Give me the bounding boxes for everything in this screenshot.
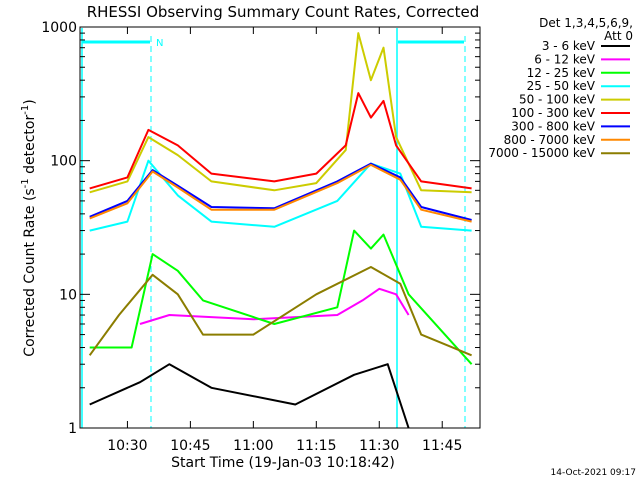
x-tick-label: 11:15: [296, 438, 336, 454]
legend-label: 3 - 6 keV: [542, 39, 596, 53]
y-tick-label: 10: [59, 287, 77, 303]
plot-frame: [79, 26, 481, 429]
y-axis-label: Corrected Count Rate (s-1 detector-1): [20, 99, 38, 356]
footer-timestamp: 14-Oct-2021 09:17: [551, 468, 636, 478]
legend-title-attenuator: Att 0: [604, 29, 633, 43]
night-marker-label: N: [156, 38, 163, 49]
x-tick-label: 10:30: [107, 438, 147, 454]
series-line-4: [89, 32, 472, 194]
y-tick-label: 1000: [41, 20, 77, 36]
series-line-8: [88, 266, 472, 357]
legend-label: 50 - 100 keV: [519, 93, 596, 107]
y-tick-label: 1: [68, 421, 77, 437]
legend-label: 7000 - 15000 keV: [488, 146, 595, 160]
legend-label: 100 - 300 keV: [511, 106, 595, 120]
x-axis-label: Start Time (19-Jan-03 10:18:42): [171, 455, 395, 471]
x-axis-ticks: 10:30 10:45 11:00 11:15 11:30 11:45: [107, 27, 462, 454]
y-axis-ticks: 1 10 100 1000: [41, 20, 480, 437]
series-line-5: [89, 92, 472, 190]
series-line-1: [139, 287, 410, 325]
chart-title: RHESSI Observing Summary Count Rates, Co…: [87, 3, 480, 21]
legend-label: 300 - 800 keV: [511, 119, 595, 133]
legend-label: 12 - 25 keV: [527, 66, 596, 80]
series-line-7: [89, 163, 472, 223]
x-tick-label: 11:30: [359, 438, 399, 454]
series-line-0: [89, 363, 410, 429]
legend-label: 25 - 50 keV: [527, 79, 596, 93]
legend-label: 6 - 12 keV: [534, 52, 596, 66]
legend-title-detectors: Det 1,3,4,5,6,9,: [539, 16, 633, 30]
x-tick-label: 11:45: [422, 438, 462, 454]
series-line-2: [89, 229, 473, 365]
plot-area: N: [81, 28, 473, 429]
y-tick-label: 100: [50, 154, 77, 170]
legend-label: 800 - 7000 keV: [504, 133, 596, 147]
x-tick-label: 11:00: [233, 438, 273, 454]
series-line-6: [89, 162, 472, 221]
x-tick-label: 10:45: [170, 438, 210, 454]
